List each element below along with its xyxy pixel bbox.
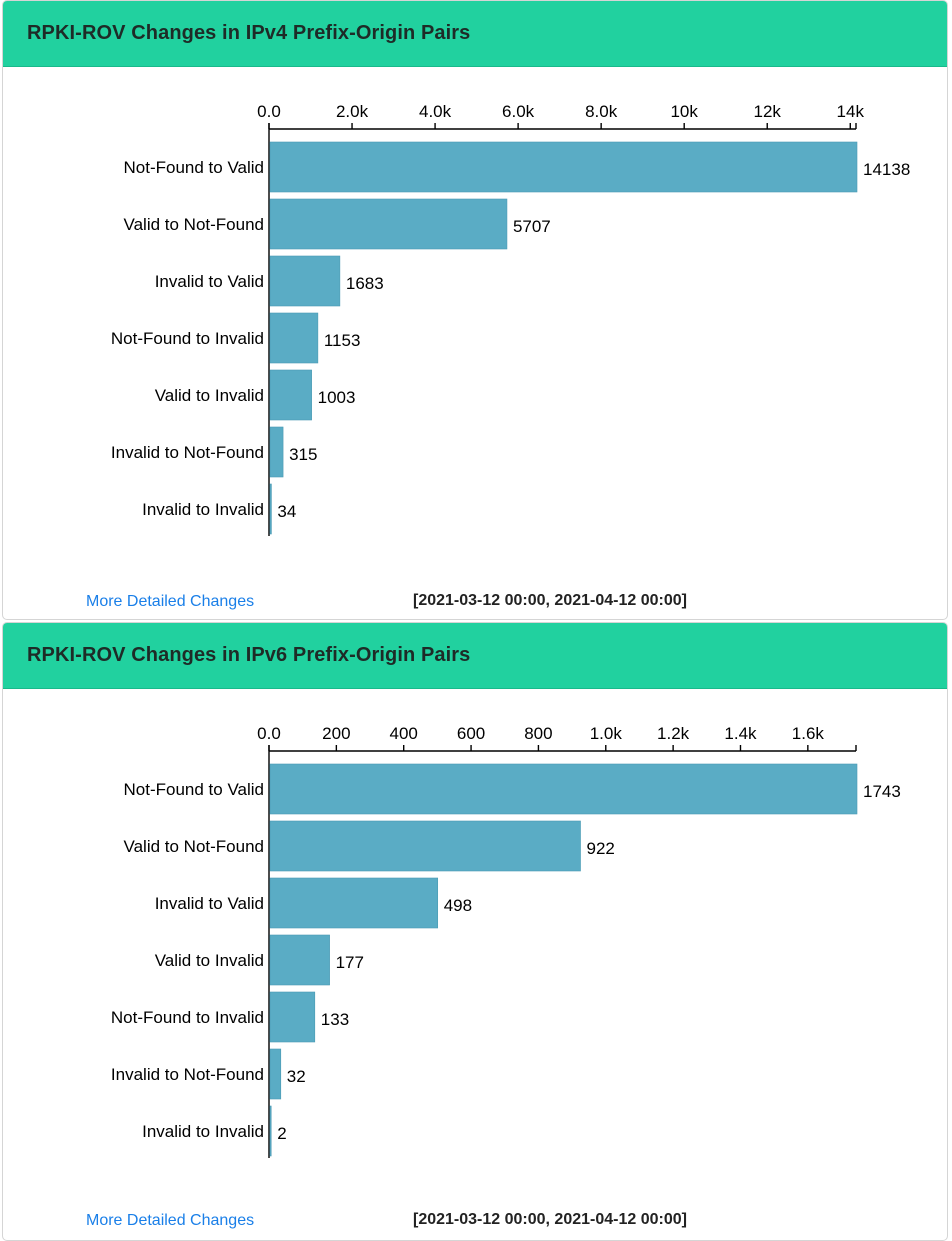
category-label: Invalid to Valid xyxy=(155,894,264,913)
bar xyxy=(269,820,581,872)
bar-value-label: 34 xyxy=(277,502,296,521)
category-label: Not-Found to Valid xyxy=(124,158,264,177)
ipv4-bar-chart: 0.0 2.0k 4.0k 6.0k 8.0k 10k 12k 14k Not-Found to… xyxy=(111,102,910,536)
bar-value-label: 498 xyxy=(444,896,472,915)
time-range: [2021-03-12 00:00, 2021-04-12 00:00] xyxy=(413,1211,687,1228)
x-tick-label: 800 xyxy=(524,724,552,743)
bar-value-label: 922 xyxy=(587,839,615,858)
bar-value-label: 1003 xyxy=(318,388,356,407)
category-label: Invalid to Invalid xyxy=(142,1122,264,1141)
bar xyxy=(269,1048,282,1100)
bar-value-label: 177 xyxy=(336,953,364,972)
category-label: Not-Found to Invalid xyxy=(111,1008,264,1027)
bar xyxy=(269,483,272,535)
bar xyxy=(269,877,439,929)
bar-value-label: 32 xyxy=(287,1067,306,1086)
category-label: Invalid to Invalid xyxy=(142,500,264,519)
more-detailed-changes-link[interactable]: More Detailed Changes xyxy=(86,1212,255,1229)
bar xyxy=(269,198,508,250)
bar-value-label: 133 xyxy=(321,1010,349,1029)
x-tick-label: 6.0k xyxy=(502,102,535,121)
ipv4-changes-panel: RPKI-ROV Changes in IPv4 Prefix-Origin P… xyxy=(2,0,948,620)
panel-header: RPKI-ROV Changes in IPv6 Prefix-Origin P… xyxy=(3,623,947,689)
panel-title: RPKI-ROV Changes in IPv4 Prefix-Origin P… xyxy=(27,22,471,44)
category-label: Valid to Invalid xyxy=(155,951,264,970)
category-label: Valid to Not-Found xyxy=(124,215,264,234)
x-tick-label: 400 xyxy=(390,724,418,743)
x-tick-label: 1.4k xyxy=(724,724,757,743)
x-tick-label: 0.0 xyxy=(257,724,281,743)
category-label: Invalid to Valid xyxy=(155,272,264,291)
x-tick-label: 4.0k xyxy=(419,102,452,121)
bar xyxy=(269,426,284,478)
bar-value-label: 1153 xyxy=(324,331,361,350)
bar-value-label: 315 xyxy=(289,445,317,464)
bar-value-label: 1683 xyxy=(346,274,384,293)
category-label: Valid to Not-Found xyxy=(124,837,264,856)
ipv6-changes-panel: RPKI-ROV Changes in IPv6 Prefix-Origin P… xyxy=(2,622,948,1241)
bar xyxy=(269,1105,272,1157)
bar-value-label: 2 xyxy=(277,1124,286,1143)
bar xyxy=(269,369,312,421)
x-tick-label: 1.6k xyxy=(792,724,825,743)
x-tick-label: 8.0k xyxy=(585,102,618,121)
panel-title: RPKI-ROV Changes in IPv6 Prefix-Origin P… xyxy=(27,644,471,666)
ipv6-bar-chart: 0.0 200 400 600 800 1.0k 1.2k 1.4k 1.6k Not-Found… xyxy=(111,724,901,1158)
bar xyxy=(269,991,316,1043)
bar xyxy=(269,763,858,815)
category-label: Not-Found to Valid xyxy=(124,780,264,799)
bar xyxy=(269,255,341,307)
bar-value-label: 5707 xyxy=(513,217,551,236)
bar xyxy=(269,312,319,364)
bar xyxy=(269,141,858,193)
bar-value-label: 14138 xyxy=(863,160,910,179)
bar xyxy=(269,934,330,986)
x-tick-label: 1.0k xyxy=(590,724,623,743)
category-label: Invalid to Not-Found xyxy=(111,443,264,462)
x-tick-label: 14k xyxy=(837,102,865,121)
bar-value-label: 1743 xyxy=(863,782,901,801)
panel-header: RPKI-ROV Changes in IPv4 Prefix-Origin P… xyxy=(3,1,947,67)
x-tick-label: 600 xyxy=(457,724,485,743)
time-range: [2021-03-12 00:00, 2021-04-12 00:00] xyxy=(413,592,687,609)
category-label: Not-Found to Invalid xyxy=(111,329,264,348)
x-tick-label: 200 xyxy=(322,724,350,743)
category-label: Valid to Invalid xyxy=(155,386,264,405)
more-detailed-changes-link[interactable]: More Detailed Changes xyxy=(86,593,255,610)
x-tick-label: 2.0k xyxy=(336,102,369,121)
x-tick-label: 10k xyxy=(670,102,698,121)
x-tick-label: 1.2k xyxy=(657,724,690,743)
x-tick-label: 0.0 xyxy=(257,102,281,121)
x-tick-label: 12k xyxy=(754,102,782,121)
category-label: Invalid to Not-Found xyxy=(111,1065,264,1084)
